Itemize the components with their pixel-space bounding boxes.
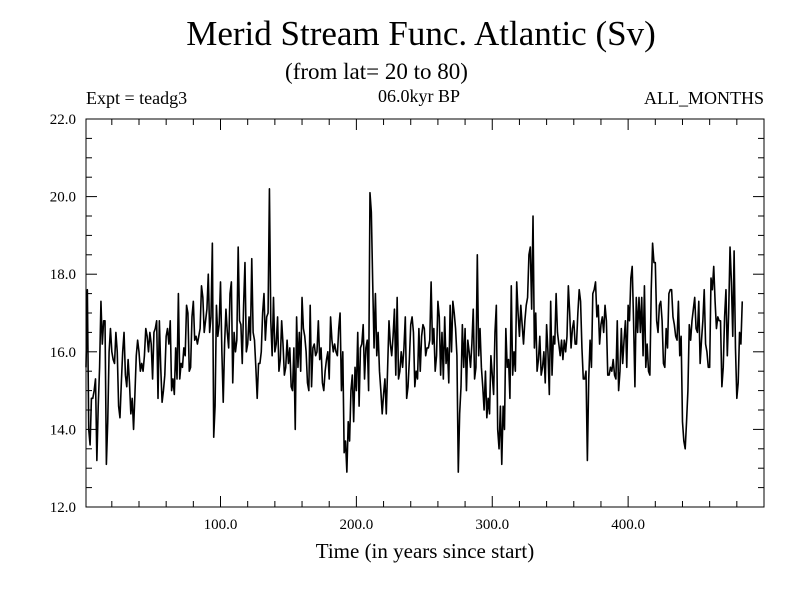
x-tick-label: 400.0 (611, 517, 645, 533)
chart-subtitle: (from lat= 20 to 80) (285, 59, 468, 84)
months-label: ALL_MONTHS (644, 88, 764, 108)
x-tick-label: 300.0 (475, 517, 509, 533)
y-tick-label: 12.0 (50, 500, 76, 516)
y-axis-tick-labels: 12.0 14.0 16.0 18.0 20.0 22.0 (50, 112, 76, 516)
y-tick-label: 20.0 (50, 190, 76, 206)
x-tick-label: 100.0 (204, 517, 238, 533)
y-tick-label: 14.0 (50, 422, 76, 438)
y-tick-label: 22.0 (50, 112, 76, 128)
x-axis-ticks (111, 119, 738, 507)
experiment-label: Expt = teadg3 (86, 88, 188, 108)
y-tick-label: 16.0 (50, 345, 76, 361)
y-tick-label: 18.0 (50, 267, 76, 283)
chart-title: Merid Stream Func. Atlantic (Sv) (186, 14, 656, 53)
x-tick-label: 200.0 (340, 517, 374, 533)
x-axis-tick-labels: 100.0 200.0 300.0 400.0 (204, 517, 645, 533)
period-label: 06.0kyr BP (378, 86, 461, 106)
series-line (85, 188, 744, 473)
x-axis-label: Time (in years since start) (316, 539, 535, 563)
